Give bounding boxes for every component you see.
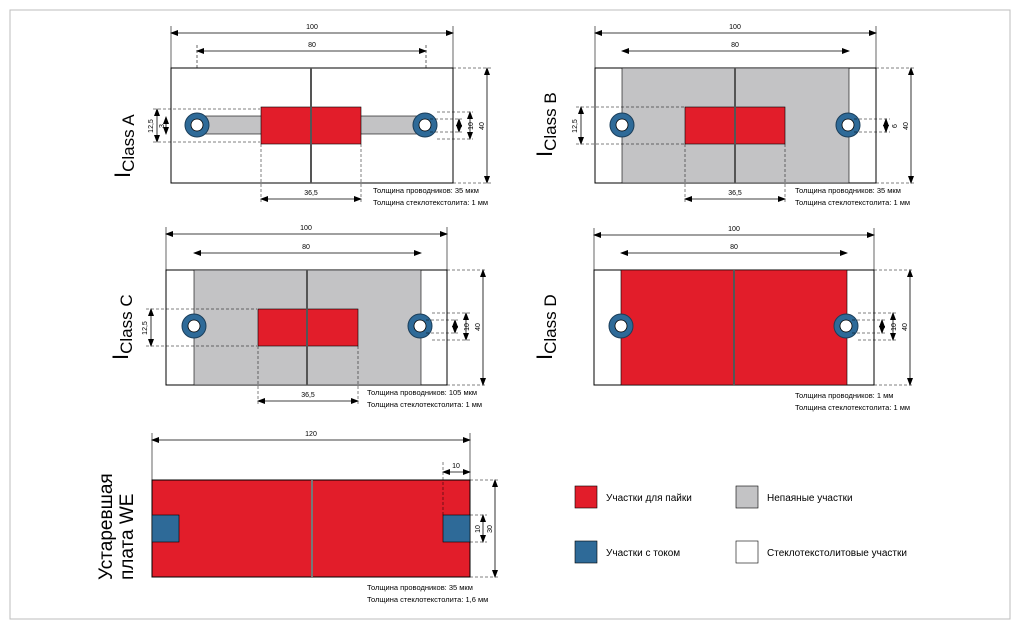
class-b-note-glass: Толщина стеклотекстолита: 1 мм xyxy=(795,198,910,207)
we-title-line1: Устаревшая xyxy=(96,473,117,580)
legend-nonsolder-swatch xyxy=(735,485,759,509)
class-b-dim-left: 12,5 xyxy=(572,119,579,133)
class-c-dim-pad: 36,5 xyxy=(301,392,315,399)
class-c-dim-total: 100 xyxy=(300,225,312,232)
legend-glass-swatch xyxy=(735,540,759,564)
class-d-title: IClass D xyxy=(532,294,560,360)
class-d-note-glass: Толщина стеклотекстолита: 1 мм xyxy=(795,403,910,412)
class-a-dim-pad: 36,5 xyxy=(304,190,318,197)
we-note-conductor: Толщина проводников: 35 мкм xyxy=(367,583,473,592)
legend-solder-label: Участки для пайки xyxy=(606,493,692,504)
class-a-note-conductor: Толщина проводников: 35 мкм xyxy=(373,186,479,195)
class-b-dim-r3: 40 xyxy=(903,122,910,130)
class-b-title: IClass B xyxy=(532,92,560,157)
legend-current-label: Участки с током xyxy=(606,548,680,559)
class-a-dim-inner: 80 xyxy=(308,42,316,49)
class-b-note-conductor: Толщина проводников: 35 мкм xyxy=(795,186,901,195)
class-c-dim-r3: 40 xyxy=(475,323,482,331)
class-c-title: IClass C xyxy=(108,294,136,360)
class-d-dim-r2: 10 xyxy=(891,323,898,331)
class-c-note-glass: Толщина стеклотекстолита: 1 мм xyxy=(367,400,482,409)
we-dim-r1: 10 xyxy=(475,525,482,533)
class-a-title: IClass A xyxy=(110,114,138,178)
class-b-dim-pad: 36,5 xyxy=(728,190,742,197)
class-c-dim-left: 12,5 xyxy=(142,321,149,335)
outer-frame xyxy=(9,9,1011,620)
class-a-note-glass: Толщина стеклотекстолита: 1 мм xyxy=(373,198,488,207)
class-c-note-conductor: Толщина проводников: 105 мкм xyxy=(367,388,477,397)
legend: Участки для пайки Непаяные участки Участ… xyxy=(574,485,907,564)
class-a-dim-left2: 3 xyxy=(159,124,166,128)
class-d-dim-inner: 80 xyxy=(730,244,738,251)
we-dim-total: 120 xyxy=(305,431,317,438)
board-class-b: IClass B 100 80 12,5 6 40 36,5 Толщина п… xyxy=(532,24,915,207)
class-d-dim-r3: 40 xyxy=(902,323,909,331)
board-class-a: IClass A 100 80 12,5 3 6 10 xyxy=(110,24,492,207)
class-a-dim-total: 100 xyxy=(306,24,318,31)
class-a-dim-r3: 40 xyxy=(479,122,486,130)
legend-nonsolder-label: Непаяные участки xyxy=(767,493,853,504)
legend-glass-label: Стеклотекстолитовые участки xyxy=(767,548,907,559)
class-d-dim-total: 100 xyxy=(728,226,740,233)
class-c-dim-r1: 6 xyxy=(453,325,460,329)
board-class-d: IClass D 100 80 6 10 40 Толщина проводни… xyxy=(532,226,914,412)
we-note-glass: Толщина стеклотекстолита: 1,6 мм xyxy=(367,595,488,604)
we-title-line2: плата WE xyxy=(117,494,138,580)
class-d-dim-r1: 6 xyxy=(880,325,887,329)
class-a-dim-r2: 10 xyxy=(468,122,475,130)
board-we: Устаревшая плата WE 120 10 10 30 Толщина… xyxy=(96,431,500,604)
legend-solder-swatch xyxy=(574,485,598,509)
class-a-dim-r1: 6 xyxy=(457,124,464,128)
class-b-dim-inner: 80 xyxy=(731,42,739,49)
we-right-contact xyxy=(442,514,471,543)
we-dim-r2: 30 xyxy=(487,525,494,533)
class-c-dim-inner: 80 xyxy=(302,244,310,251)
legend-current-swatch xyxy=(574,540,598,564)
class-a-dim-left: 12,5 xyxy=(148,119,155,133)
we-left-contact xyxy=(151,514,180,543)
board-class-c: IClass C 100 80 12,5 6 10 40 36,5 xyxy=(108,225,487,409)
we-dim-pad: 10 xyxy=(452,463,460,470)
class-b-dim-total: 100 xyxy=(729,24,741,31)
class-c-dim-r2: 10 xyxy=(464,323,471,331)
class-b-dim-r1: 6 xyxy=(892,124,899,128)
class-d-note-conductor: Толщина проводников: 1 мм xyxy=(795,391,893,400)
